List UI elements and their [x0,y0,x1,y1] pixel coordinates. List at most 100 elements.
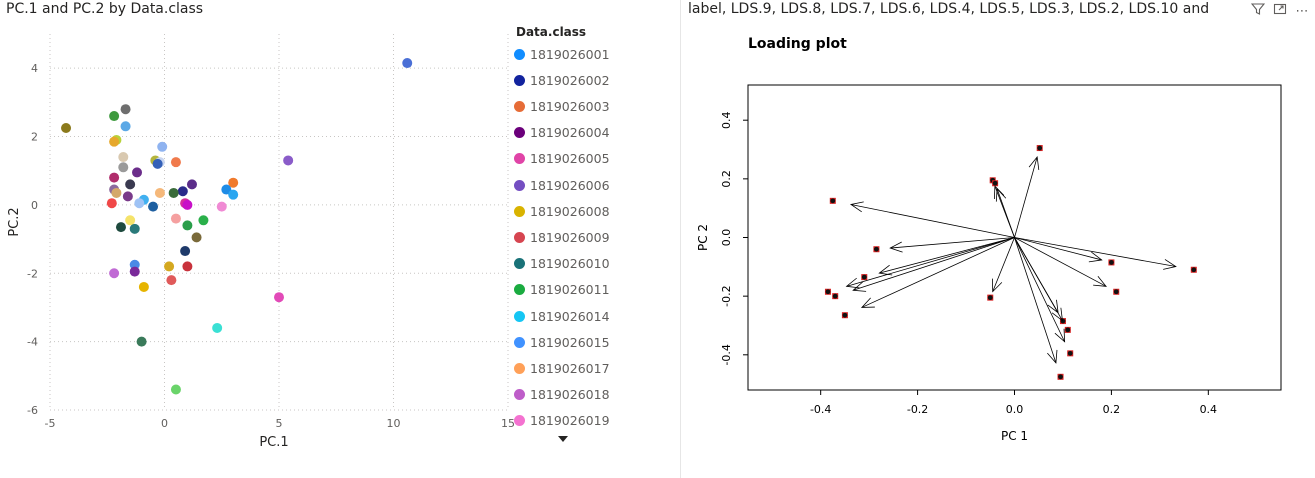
filter-icon[interactable] [1250,2,1266,20]
scatter-visual[interactable]: PC.1 and PC.2 by Data.class -5 0 5 10 15 -6 -4… [0,0,680,478]
scatter-point [61,123,72,133]
y-axis-title: PC 2 [696,224,710,251]
loading-vector [861,237,1015,308]
loading-vector [1014,237,1107,287]
legend-item[interactable]: 1819026014 [514,307,610,325]
loading-vector [1014,237,1176,267]
scatter-point [228,189,239,200]
legend-item[interactable]: 1819026019 [514,412,610,430]
legend-item[interactable]: 1819026017 [514,359,610,377]
scatter-point [136,336,147,347]
scatter-point [115,222,126,233]
legend-label: 1819026018 [530,387,610,403]
vector-arrowhead [995,187,1007,202]
scatter-point [106,198,117,209]
legend-item[interactable]: 1819026003 [514,97,610,115]
loading-point [842,312,848,318]
legend-item[interactable]: 1819026010 [514,255,610,273]
legend-label: 1819026006 [530,177,610,193]
scatter-point [109,268,120,279]
scatter-point [274,292,284,303]
loading-vector [850,204,1015,238]
scatter-point [129,266,140,277]
scatter-point [166,275,177,286]
legend-label: 1819026009 [530,229,610,245]
loading-vector [1014,237,1066,342]
scatter-point [228,177,239,188]
legend-marker [514,179,525,191]
legend-label: 1819026002 [530,72,610,88]
legend-scroll-down-icon[interactable] [558,436,568,442]
visual-header-icons: ⋯ [1250,2,1310,20]
vector-arrowhead [1047,349,1058,364]
legend-item[interactable]: 1819026004 [514,124,610,142]
scatter-point [177,186,188,197]
legend-marker [514,310,525,322]
loading-point [832,293,838,299]
x-axis-title: PC 1 [1001,429,1028,443]
loading-plot-title: Loading plot [748,36,847,52]
scatter-point [198,215,209,226]
x-tick-label: 0.2 [1103,403,1121,416]
legend-label: 1819026005 [530,151,610,167]
scatter-point [164,261,175,272]
y-tick-label: 2 [31,131,38,144]
scatter-point [118,152,129,163]
scatter-point [118,162,129,173]
legend-item[interactable]: 1819026018 [514,386,610,404]
scatter-point [125,215,136,226]
legend-item[interactable]: 1819026009 [514,228,610,246]
loading-point [1113,289,1119,295]
more-options-icon[interactable]: ⋯ [1295,3,1309,19]
legend-item[interactable]: 1819026008 [514,202,610,220]
loading-plot-chart: Loading plot -0.4 -0.2 0.0 0.2 0.4 -0.4 -0.2 0.0… [696,36,1282,443]
vector-arrowhead [849,201,864,213]
vector-arrowhead [845,277,860,289]
loading-vector [992,237,1015,292]
scatter-point [129,223,140,234]
scatter-point [122,191,133,202]
legend-marker [514,284,525,296]
x-tick-label: 15 [501,417,515,430]
legend-marker [514,205,525,217]
legend-label: 1819026010 [530,256,610,272]
y-tick-label: 0.2 [720,170,733,188]
focus-mode-icon[interactable] [1272,2,1288,20]
legend-marker [514,362,525,374]
loading-point [992,180,998,186]
scatter-point [129,259,140,270]
loading-point [1067,350,1073,356]
vector-arrowhead [1163,259,1177,270]
legend-marker [514,415,525,427]
vector-arrowhead [1093,275,1107,287]
legend-item[interactable]: 1819026006 [514,176,610,194]
scatter-point [170,213,181,224]
legend-item[interactable]: 1819026015 [514,333,610,351]
scatter-chart: -5 0 5 10 15 -6 -4 -2 0 2 4 PC.1 PC.2 [7,34,515,450]
legend-label: 1819026003 [530,98,610,114]
loading-plot-visual[interactable]: label, LDS.9, LDS.8, LDS.7, LDS.6, LDS.4… [680,0,1315,478]
legend-marker [514,336,525,348]
scatter-point [182,261,193,272]
legend-item[interactable]: 1819026005 [514,150,610,168]
loading-point [1065,327,1071,333]
loading-vector [853,237,1015,291]
legend-item[interactable]: 1819026002 [514,71,610,89]
legend-marker [514,74,525,86]
x-tick-label: 5 [276,417,283,430]
legend-marker [514,153,525,165]
legend-item[interactable]: 1819026001 [514,45,610,63]
scatter-point [120,121,131,132]
y-tick-label: -0.4 [720,344,733,365]
vector-arrowhead [860,297,875,308]
loading-vector [1014,237,1063,321]
legend-label: 1819026014 [530,308,610,324]
legend-marker [514,48,525,60]
vector-arrowhead [992,278,1003,293]
scatter-point [134,198,145,209]
legend-item[interactable]: 1819026011 [514,281,610,299]
loading-point [1037,145,1043,151]
scatter-point [125,179,136,190]
legend-marker [514,231,525,243]
loading-vector [879,237,1015,274]
